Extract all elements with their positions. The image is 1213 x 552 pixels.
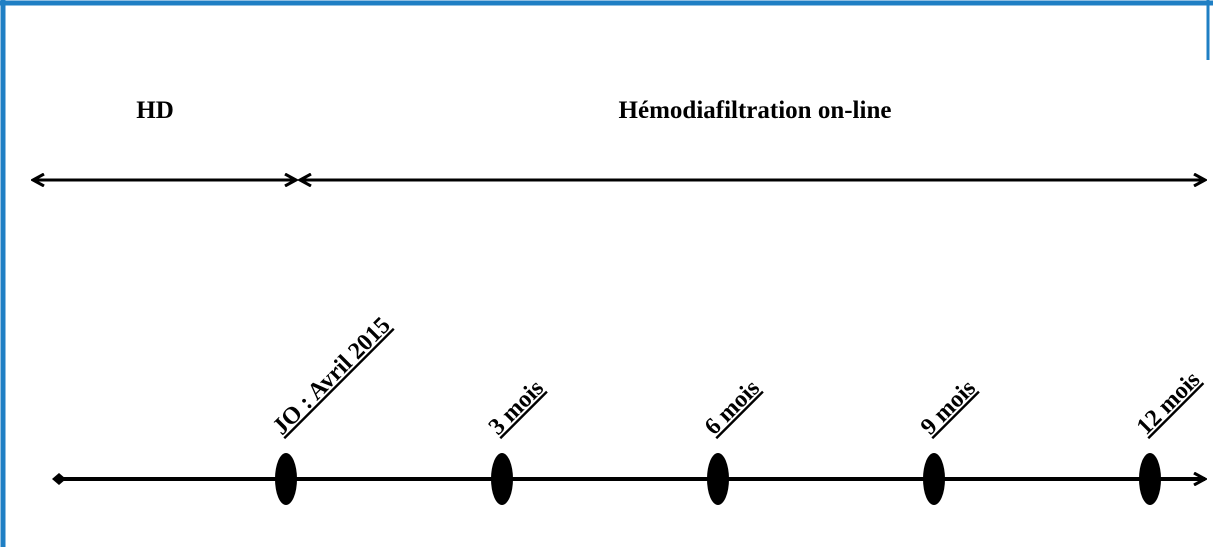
- timepoint-marker: [707, 453, 729, 505]
- timepoint-marker: [491, 453, 513, 505]
- timepoint-label: 12 mois: [1132, 367, 1206, 441]
- timepoint-marker: [1139, 453, 1161, 505]
- timepoint-label: 3 mois: [484, 375, 549, 440]
- phase-label: Hémodiafiltration on-line: [619, 97, 892, 124]
- timeline-start: [52, 473, 66, 485]
- timepoint-marker: [923, 453, 945, 505]
- timepoint-label: JO : Avril 2015: [268, 312, 396, 440]
- phase-label: HD: [136, 97, 174, 124]
- timepoint-label: 6 mois: [700, 375, 765, 440]
- timeline-points: JO : Avril 2015 3 mois 6 mois 9 mois 12 mois: [268, 312, 1206, 505]
- timepoint-label: 9 mois: [916, 375, 981, 440]
- timepoint-marker: [275, 453, 297, 505]
